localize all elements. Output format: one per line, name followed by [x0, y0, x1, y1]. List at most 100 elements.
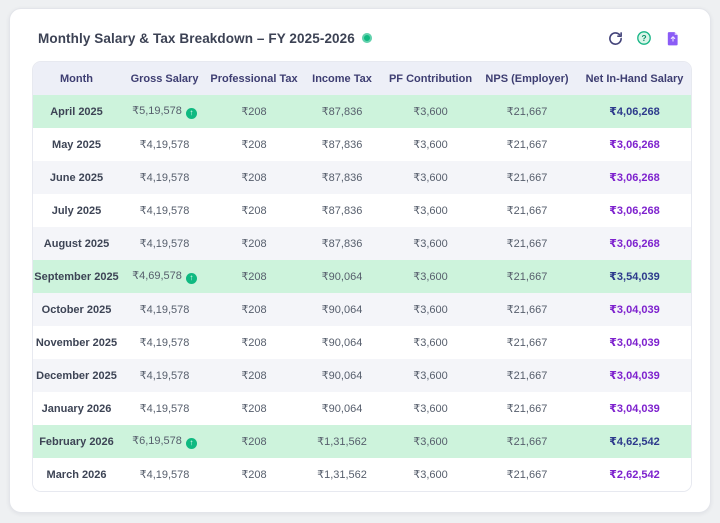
professional-tax-cell: ₹208 — [241, 238, 267, 250]
professional-tax-cell: ₹208 — [241, 106, 267, 118]
nps-employer-cell: ₹21,667 — [506, 139, 548, 151]
header-actions: ? — [606, 29, 682, 47]
gross-salary-cell: ₹4,19,578 — [139, 403, 190, 415]
net-salary-cell: ₹3,06,268 — [609, 238, 660, 250]
nps-employer-cell: ₹21,667 — [506, 172, 548, 184]
gross-salary-cell: ₹4,19,578 — [139, 469, 190, 481]
income-tax-cell: ₹87,836 — [321, 205, 363, 217]
refresh-button[interactable] — [606, 29, 624, 47]
net-salary-cell: ₹3,06,268 — [609, 172, 660, 184]
month-cell: May 2025 — [52, 138, 101, 151]
salary-breakdown-card: Monthly Salary & Tax Breakdown – FY 2025… — [9, 8, 711, 513]
column-header-nps-employer: NPS (Employer) — [476, 62, 578, 95]
professional-tax-cell: ₹208 — [241, 469, 267, 481]
income-tax-cell: ₹87,836 — [321, 106, 363, 118]
month-cell: December 2025 — [36, 369, 117, 382]
professional-tax-cell: ₹208 — [241, 436, 267, 448]
professional-tax-cell: ₹208 — [241, 271, 267, 283]
nps-employer-cell: ₹21,667 — [506, 337, 548, 349]
help-icon: ? — [637, 31, 651, 45]
net-salary-cell: ₹4,06,268 — [609, 106, 660, 118]
income-tax-cell: ₹87,836 — [321, 238, 363, 250]
help-button[interactable]: ? — [635, 29, 653, 47]
salary-table: Month Gross Salary Professional Tax Inco… — [32, 61, 692, 492]
table-row: November 2025 ₹4,19,578 ₹208 ₹90,064 ₹3,600 ₹… — [33, 326, 691, 359]
month-cell: September 2025 — [34, 270, 119, 283]
nps-employer-cell: ₹21,667 — [506, 436, 548, 448]
professional-tax-cell: ₹208 — [241, 403, 267, 415]
column-header-gross-salary: Gross Salary — [120, 62, 209, 95]
gross-salary-cell: ₹4,19,578 — [139, 205, 190, 217]
net-salary-cell: ₹3,06,268 — [609, 205, 660, 217]
income-tax-cell: ₹87,836 — [321, 172, 363, 184]
pf-contribution-cell: ₹3,600 — [413, 106, 448, 118]
gross-salary-cell: ₹4,19,578 — [139, 370, 190, 382]
pf-contribution-cell: ₹3,600 — [413, 205, 448, 217]
table-header: Month Gross Salary Professional Tax Inco… — [33, 62, 691, 95]
pf-contribution-cell: ₹3,600 — [413, 304, 448, 316]
net-salary-cell: ₹3,04,039 — [609, 337, 660, 349]
table-row: June 2025 ₹4,19,578 ₹208 ₹87,836 ₹3,600 ₹21,6… — [33, 161, 691, 194]
table-row: April 2025 ₹5,19,578 ↑ ₹208 ₹87,836 ₹3,600 ₹21… — [33, 95, 691, 128]
net-salary-cell: ₹3,04,039 — [609, 370, 660, 382]
professional-tax-cell: ₹208 — [241, 337, 267, 349]
card-header: Monthly Salary & Tax Breakdown – FY 2025… — [32, 27, 688, 61]
gross-salary-cell: ₹4,19,578 — [139, 139, 190, 151]
gross-salary-cell: ₹4,19,578 — [139, 337, 190, 349]
status-dot-icon — [361, 33, 372, 43]
nps-employer-cell: ₹21,667 — [506, 271, 548, 283]
income-tax-cell: ₹1,31,562 — [317, 469, 367, 481]
pf-contribution-cell: ₹3,600 — [413, 469, 448, 481]
nps-employer-cell: ₹21,667 — [506, 370, 548, 382]
column-header-income-tax: Income Tax — [299, 62, 385, 95]
table-row: July 2025 ₹4,19,578 ₹208 ₹87,836 ₹3,600 ₹21,6… — [33, 194, 691, 227]
month-cell: July 2025 — [51, 204, 102, 217]
salary-increase-indicator-icon: ↑ — [185, 437, 197, 449]
table-body: April 2025 ₹5,19,578 ↑ ₹208 ₹87,836 ₹3,600 ₹21… — [33, 95, 691, 491]
gross-salary-cell: ₹4,69,578 ↑ — [120, 260, 209, 293]
table-row: December 2025 ₹4,19,578 ₹208 ₹90,064 ₹3,600 ₹… — [33, 359, 691, 392]
income-tax-cell: ₹90,064 — [321, 271, 363, 283]
column-header-pf-contribution: PF Contribution — [385, 62, 476, 95]
svg-text:?: ? — [641, 33, 646, 43]
month-cell: January 2026 — [41, 402, 112, 415]
net-salary-cell: ₹3,06,268 — [609, 139, 660, 151]
nps-employer-cell: ₹21,667 — [506, 403, 548, 415]
month-cell: August 2025 — [43, 237, 110, 250]
table-row: February 2026 ₹6,19,578 ↑ ₹208 ₹1,31,562 ₹3,6… — [33, 425, 691, 458]
income-tax-cell: ₹1,31,562 — [317, 436, 367, 448]
income-tax-cell: ₹90,064 — [321, 337, 363, 349]
income-tax-cell: ₹87,836 — [321, 139, 363, 151]
net-salary-cell: ₹3,54,039 — [609, 271, 660, 283]
net-salary-cell: ₹2,62,542 — [609, 469, 660, 481]
professional-tax-cell: ₹208 — [241, 304, 267, 316]
pf-contribution-cell: ₹3,600 — [413, 337, 448, 349]
gross-salary-cell: ₹4,19,578 — [139, 172, 190, 184]
table-row: March 2026 ₹4,19,578 ₹208 ₹1,31,562 ₹3,600 ₹2… — [33, 458, 691, 491]
table-header-row: Month Gross Salary Professional Tax Inco… — [33, 62, 691, 95]
pf-contribution-cell: ₹3,600 — [413, 370, 448, 382]
gross-salary-cell: ₹4,19,578 — [139, 238, 190, 250]
export-report-button[interactable] — [664, 29, 682, 47]
document-icon — [667, 31, 678, 45]
refresh-icon — [608, 31, 622, 45]
income-tax-cell: ₹90,064 — [321, 304, 363, 316]
professional-tax-cell: ₹208 — [241, 370, 267, 382]
pf-contribution-cell: ₹3,600 — [413, 238, 448, 250]
professional-tax-cell: ₹208 — [241, 172, 267, 184]
pf-contribution-cell: ₹3,600 — [413, 172, 448, 184]
table-row: August 2025 ₹4,19,578 ₹208 ₹87,836 ₹3,600 ₹21… — [33, 227, 691, 260]
nps-employer-cell: ₹21,667 — [506, 304, 548, 316]
salary-increase-indicator-icon: ↑ — [185, 272, 197, 284]
pf-contribution-cell: ₹3,600 — [413, 139, 448, 151]
column-header-net-in-hand: Net In-Hand Salary — [578, 62, 691, 95]
gross-salary-cell: ₹6,19,578 ↑ — [120, 425, 209, 458]
nps-employer-cell: ₹21,667 — [506, 106, 548, 118]
column-header-professional-tax: Professional Tax — [209, 62, 299, 95]
nps-employer-cell: ₹21,667 — [506, 205, 548, 217]
table-row: May 2025 ₹4,19,578 ₹208 ₹87,836 ₹3,600 ₹21,66… — [33, 128, 691, 161]
month-cell: October 2025 — [41, 303, 112, 316]
salary-increase-indicator-icon: ↑ — [185, 107, 197, 119]
gross-salary-cell: ₹4,19,578 — [139, 304, 190, 316]
table-row: October 2025 ₹4,19,578 ₹208 ₹90,064 ₹3,600 ₹2… — [33, 293, 691, 326]
